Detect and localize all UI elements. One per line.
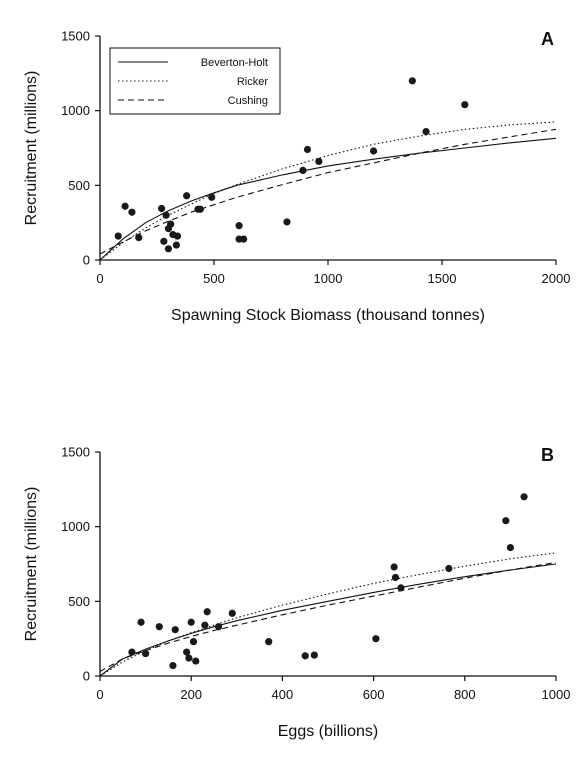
data-point bbox=[370, 147, 378, 155]
data-point bbox=[167, 220, 175, 228]
data-point bbox=[162, 211, 170, 219]
y-tick-label: 1000 bbox=[61, 103, 90, 118]
data-point bbox=[171, 626, 179, 634]
x-tick-label: 2000 bbox=[542, 271, 571, 286]
data-point bbox=[445, 564, 453, 573]
legend-label: Ricker bbox=[237, 76, 269, 88]
data-point bbox=[422, 127, 430, 136]
data-point bbox=[160, 237, 168, 245]
x-tick-label: 800 bbox=[454, 687, 476, 702]
data-point bbox=[520, 493, 528, 501]
data-point bbox=[397, 584, 405, 592]
x-tick-label: 1500 bbox=[428, 271, 457, 286]
data-point bbox=[183, 192, 191, 200]
data-point bbox=[235, 222, 243, 230]
y-tick-label: 500 bbox=[68, 594, 90, 609]
data-point bbox=[303, 145, 312, 154]
data-point bbox=[128, 208, 136, 216]
x-axis-label: Spawning Stock Biomass (thousand tonnes) bbox=[171, 307, 485, 324]
data-point bbox=[164, 245, 172, 253]
y-tick-label: 1000 bbox=[61, 519, 90, 534]
x-tick-label: 600 bbox=[363, 687, 385, 702]
data-point bbox=[372, 635, 380, 643]
y-tick-label: 0 bbox=[83, 253, 90, 268]
data-point bbox=[142, 650, 150, 658]
x-axis-label: Eggs (billions) bbox=[278, 723, 378, 740]
data-point bbox=[121, 202, 129, 210]
data-point bbox=[173, 232, 182, 240]
data-point bbox=[315, 157, 323, 166]
data-point bbox=[461, 101, 469, 109]
x-tick-label: 500 bbox=[203, 271, 225, 286]
data-point bbox=[265, 638, 273, 646]
data-point bbox=[128, 648, 136, 656]
x-tick-label: 400 bbox=[272, 687, 294, 702]
data-point bbox=[240, 235, 248, 243]
y-axis-label: Recruitment (millions) bbox=[23, 487, 40, 642]
curve-ricker bbox=[99, 552, 557, 677]
panel-label: B bbox=[541, 445, 554, 465]
data-point bbox=[185, 654, 193, 662]
data-point bbox=[192, 657, 200, 665]
data-point bbox=[502, 517, 510, 525]
data-point bbox=[201, 621, 209, 629]
data-point bbox=[196, 205, 204, 213]
y-tick-label: 0 bbox=[83, 669, 90, 684]
data-point bbox=[169, 661, 177, 670]
data-point bbox=[172, 241, 180, 249]
x-tick-label: 0 bbox=[96, 687, 103, 702]
data-point bbox=[208, 193, 216, 201]
curve-beverton-holt bbox=[99, 137, 557, 261]
chart-panel-b: 0 200 400 600 800 1000 0 500 1000 1500 Eggs (billi… bbox=[23, 445, 570, 741]
data-point bbox=[137, 618, 145, 626]
data-point bbox=[390, 563, 398, 571]
y-tick-label: 1500 bbox=[61, 29, 90, 44]
y-tick-label: 1500 bbox=[61, 445, 90, 460]
data-point bbox=[228, 609, 236, 617]
data-point bbox=[183, 648, 191, 656]
data-point bbox=[299, 166, 307, 174]
y-tick-label: 500 bbox=[68, 178, 90, 193]
legend-label: Beverton-Holt bbox=[201, 57, 268, 69]
chart-panel-a: 0 500 1000 1500 2000 0 500 1000 1500 Spawning Sto… bbox=[23, 29, 570, 325]
x-tick-label: 0 bbox=[96, 271, 103, 286]
y-axis-label: Recruitment (millions) bbox=[23, 71, 40, 226]
data-point bbox=[391, 573, 400, 582]
x-tick-label: 1000 bbox=[314, 271, 343, 286]
curve-cushing bbox=[99, 561, 557, 672]
panel-label: A bbox=[541, 29, 554, 49]
legend: Beverton-Holt Ricker Cushing bbox=[109, 47, 281, 115]
x-tick-label: 1000 bbox=[542, 687, 571, 702]
curve-beverton-holt bbox=[99, 563, 557, 677]
legend-label: Cushing bbox=[228, 95, 268, 107]
data-point bbox=[187, 618, 195, 626]
data-point bbox=[214, 623, 223, 631]
data-point bbox=[301, 652, 309, 660]
data-point bbox=[310, 651, 318, 659]
data-point bbox=[135, 234, 143, 242]
data-point bbox=[114, 232, 122, 240]
data-point bbox=[203, 608, 211, 616]
curve-ricker bbox=[99, 121, 557, 261]
data-point bbox=[155, 623, 163, 631]
curve-cushing bbox=[99, 128, 557, 255]
data-point bbox=[157, 204, 166, 213]
data-point bbox=[189, 638, 198, 646]
data-point bbox=[283, 218, 291, 226]
data-point bbox=[506, 543, 514, 552]
data-point bbox=[408, 77, 416, 85]
x-tick-label: 200 bbox=[180, 687, 202, 702]
